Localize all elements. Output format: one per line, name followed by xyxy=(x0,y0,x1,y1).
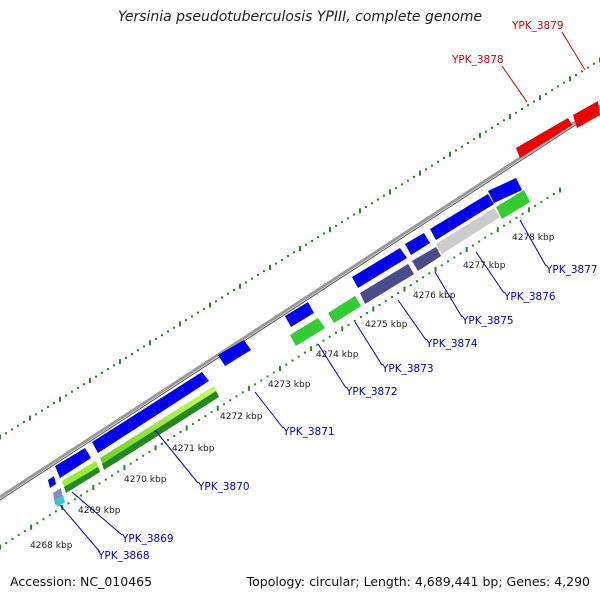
gene-label[interactable]: YPK_3878 xyxy=(451,54,504,66)
gene-labels: YPK_3868 YPK_3869 YPK_3870 YPK_3871 YPK_3872… xyxy=(59,20,598,562)
gene-ypk3876[interactable] xyxy=(436,208,500,254)
scale-labels: 4268 kbp 4269 kbp 4270 kbp 4271 kbp 4272 kbp… xyxy=(30,233,555,551)
minus-strand-genes xyxy=(48,178,530,507)
gene-label-connector xyxy=(501,65,528,103)
gene-label[interactable]: YPK_3869 xyxy=(121,533,174,545)
gene-label[interactable]: YPK_3874 xyxy=(425,338,478,350)
gene-ypk3868-track2[interactable] xyxy=(55,495,65,507)
gene-label[interactable]: YPK_3875 xyxy=(461,315,514,327)
gene-label-connector xyxy=(154,429,199,484)
gene-label[interactable]: YPK_3876 xyxy=(503,291,556,303)
scale-label: 4275 kbp xyxy=(365,320,408,330)
gene-label-connector xyxy=(254,391,284,429)
genome-backbone-shadow xyxy=(0,108,600,501)
gene-blue-2[interactable] xyxy=(55,448,91,478)
gene-ypk3877[interactable] xyxy=(496,190,530,219)
gene-ypk3874[interactable] xyxy=(360,264,414,304)
gene-blue-9[interactable] xyxy=(488,178,522,203)
scale-label: 4272 kbp xyxy=(220,412,263,422)
scale-label: 4277 kbp xyxy=(463,261,506,271)
scale-label: 4274 kbp xyxy=(316,350,359,360)
gene-label[interactable]: YPK_3879 xyxy=(511,20,564,32)
genome-summary: Topology: circular; Length: 4,689,441 bp… xyxy=(246,574,590,589)
plus-strand-genes xyxy=(516,101,600,158)
gene-label[interactable]: YPK_3873 xyxy=(381,363,434,375)
gene-label-connector xyxy=(561,31,586,71)
gene-label-connector xyxy=(519,219,547,267)
scale-label: 4278 kbp xyxy=(512,233,555,243)
gene-ypk3872[interactable] xyxy=(290,318,325,346)
gene-label-connector xyxy=(354,321,383,366)
gene-ypk3870-b[interactable] xyxy=(102,391,219,470)
scale-label: 4269 kbp xyxy=(78,506,121,516)
gene-label[interactable]: YPK_3870 xyxy=(197,481,250,493)
gene-blue-7[interactable] xyxy=(405,233,430,255)
gene-blue-4[interactable] xyxy=(218,340,251,366)
scale-label: 4273 kbp xyxy=(268,380,311,390)
gene-blue-5[interactable] xyxy=(285,302,314,327)
genome-backbone xyxy=(0,104,600,499)
gene-label[interactable]: YPK_3871 xyxy=(282,426,335,438)
gene-blue-6[interactable] xyxy=(352,248,407,288)
gene-ypk3869-b[interactable] xyxy=(64,467,100,493)
gene-label-connector xyxy=(475,251,505,294)
gene-label-connector xyxy=(397,299,427,341)
gene-label[interactable]: YPK_3877 xyxy=(545,264,598,276)
gene-ypk3879[interactable] xyxy=(573,101,600,128)
scale-label: 4270 kbp xyxy=(124,475,167,485)
gene-ypk3873[interactable] xyxy=(328,296,361,323)
gene-ypk3875[interactable] xyxy=(412,247,441,271)
gene-blue-8[interactable] xyxy=(430,194,494,240)
scale-label: 4271 kbp xyxy=(172,444,215,454)
gene-label-connector xyxy=(71,491,123,536)
tick-tracks xyxy=(0,57,600,550)
gene-label-connector xyxy=(59,504,101,553)
gene-label[interactable]: YPK_3868 xyxy=(97,550,150,562)
gene-blue-3[interactable] xyxy=(92,372,209,453)
gene-blue-1[interactable] xyxy=(48,476,56,488)
gene-label[interactable]: YPK_3872 xyxy=(345,386,398,398)
scale-label: 4276 kbp xyxy=(413,291,456,301)
scale-label: 4268 kbp xyxy=(30,541,73,551)
map-title: Yersinia pseudotuberculosis YPIII, compl… xyxy=(117,9,483,25)
accession-text: Accession: NC_010465 xyxy=(10,574,153,589)
gene-label-connector xyxy=(434,271,463,318)
gene-label-connector xyxy=(317,343,347,389)
gene-ypk3878[interactable] xyxy=(516,118,572,158)
